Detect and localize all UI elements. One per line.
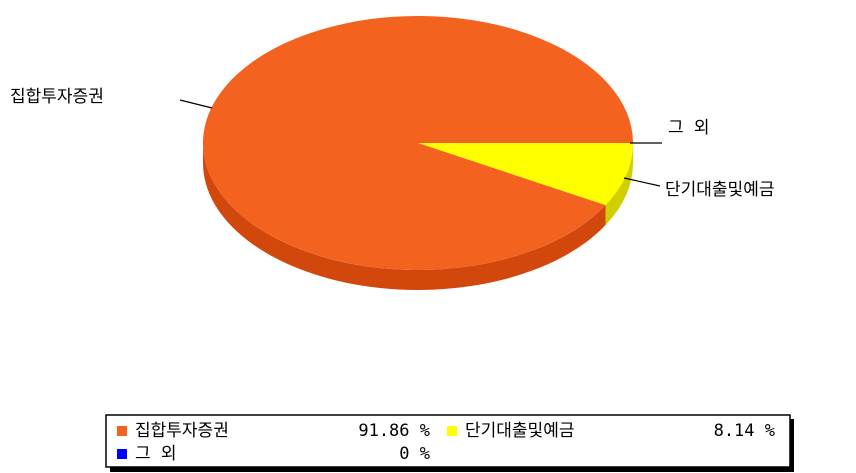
legend-swatch xyxy=(117,426,127,436)
legend-label: 집합투자증권 xyxy=(135,421,229,441)
legend-box xyxy=(105,414,791,468)
leader-line xyxy=(179,99,213,109)
slice-side xyxy=(605,143,633,226)
slice-side xyxy=(203,143,606,290)
slice-label: 그 외 xyxy=(668,118,710,138)
legend-value: 8.14 % xyxy=(714,421,775,441)
slice-label: 집합투자증권 xyxy=(10,87,104,107)
legend-swatch xyxy=(447,426,457,436)
slice xyxy=(203,16,633,271)
slice-label: 단기대출및예금 xyxy=(665,180,774,200)
legend-value: 91.86 % xyxy=(358,421,430,441)
legend-value: 0 % xyxy=(399,444,430,464)
legend-label: 그 외 xyxy=(135,444,177,464)
slice xyxy=(418,143,633,206)
leader-line xyxy=(623,177,661,187)
legend-swatch xyxy=(117,449,127,459)
legend-label: 단기대출및예금 xyxy=(465,421,574,441)
